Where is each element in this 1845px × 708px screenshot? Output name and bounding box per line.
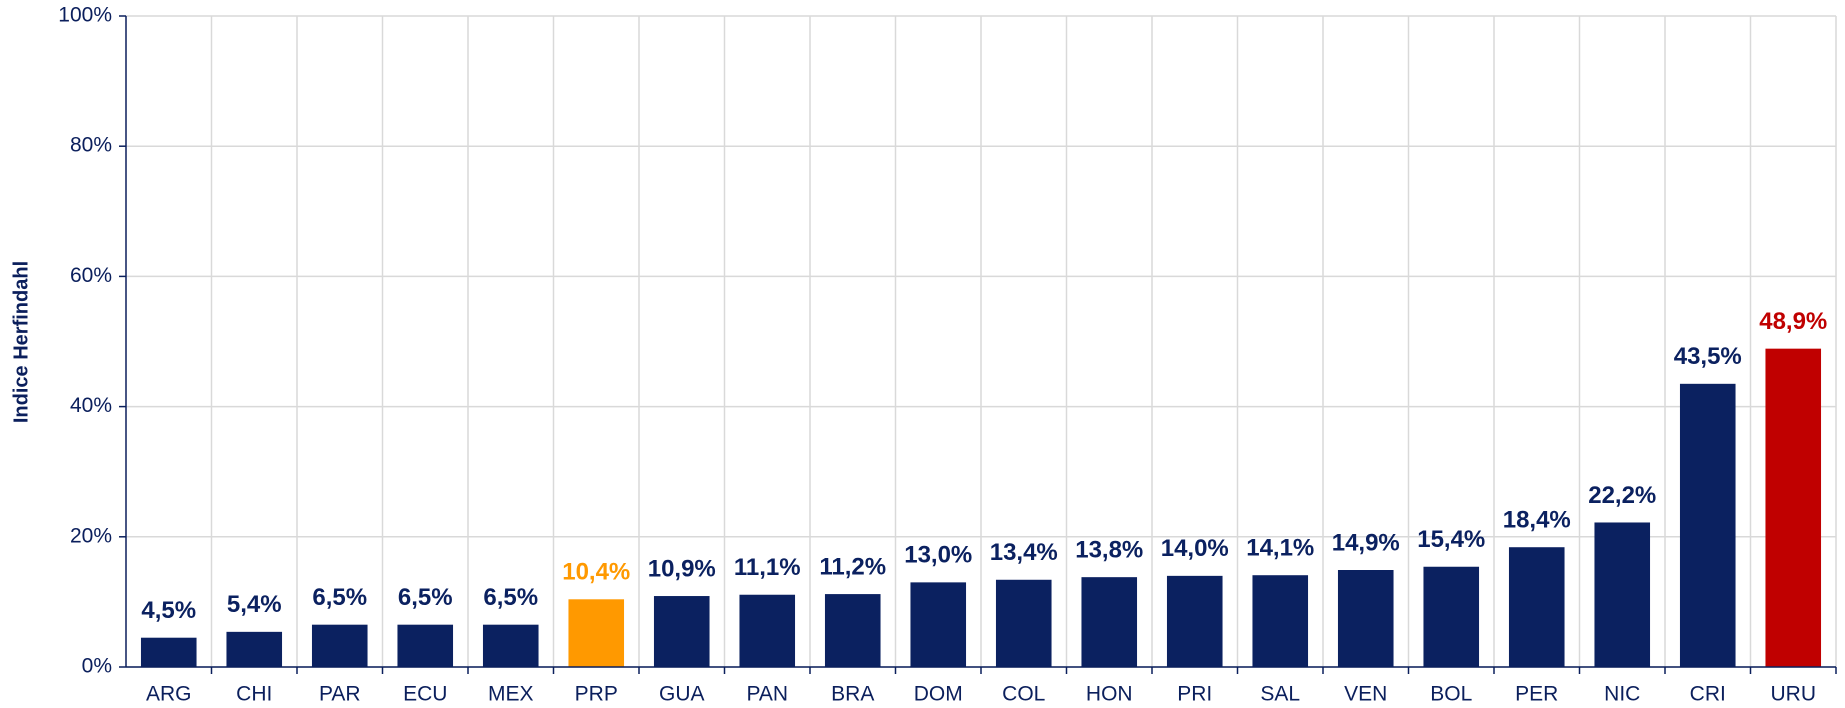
bar bbox=[140, 637, 197, 667]
x-tick-label: DOM bbox=[914, 683, 963, 706]
value-label: 13,0% bbox=[904, 542, 972, 569]
y-tick-label: 0% bbox=[82, 655, 112, 678]
value-label: 14,9% bbox=[1332, 529, 1400, 556]
x-tick-label: ECU bbox=[403, 683, 447, 706]
y-tick-label: 40% bbox=[70, 394, 112, 417]
value-label: 6,5% bbox=[483, 584, 538, 611]
bar bbox=[1423, 566, 1480, 667]
bar bbox=[568, 599, 625, 667]
value-label: 11,1% bbox=[734, 554, 801, 581]
bar bbox=[1081, 577, 1138, 667]
x-tick-label: BRA bbox=[831, 683, 874, 706]
bar bbox=[1594, 522, 1651, 667]
x-tick-label: ARG bbox=[146, 683, 192, 706]
bar bbox=[482, 624, 539, 667]
bar bbox=[910, 582, 967, 667]
value-label: 10,9% bbox=[648, 555, 716, 582]
x-tick-label: MEX bbox=[488, 683, 534, 706]
bar bbox=[1166, 575, 1223, 667]
bar bbox=[995, 579, 1052, 667]
x-tick-label: SAL bbox=[1260, 683, 1300, 706]
bar bbox=[397, 624, 454, 667]
value-label: 15,4% bbox=[1417, 526, 1485, 553]
x-tick-label: BOL bbox=[1430, 683, 1472, 706]
value-label: 10,4% bbox=[562, 559, 630, 586]
bar bbox=[653, 596, 710, 667]
value-label: 4,5% bbox=[141, 597, 196, 624]
value-label: 6,5% bbox=[312, 584, 367, 611]
x-tick-label: HON bbox=[1086, 683, 1133, 706]
y-tick-label: 100% bbox=[58, 4, 112, 27]
value-label: 5,4% bbox=[227, 591, 282, 618]
y-tick-label: 60% bbox=[70, 264, 112, 287]
bar bbox=[1337, 570, 1394, 667]
x-tick-label: PER bbox=[1515, 683, 1558, 706]
value-label: 13,8% bbox=[1075, 537, 1143, 564]
value-label: 13,4% bbox=[990, 539, 1058, 566]
x-tick-label: PAR bbox=[319, 683, 361, 706]
x-tick-label: VEN bbox=[1344, 683, 1387, 706]
bar bbox=[739, 594, 796, 667]
bar bbox=[1252, 575, 1309, 667]
value-label: 6,5% bbox=[398, 584, 453, 611]
y-axis-label: Indice Herfindahl bbox=[10, 261, 32, 423]
value-label: 11,2% bbox=[819, 553, 886, 580]
x-tick-label: CRI bbox=[1690, 683, 1726, 706]
x-tick-label: GUA bbox=[659, 683, 705, 706]
value-label: 18,4% bbox=[1503, 507, 1571, 534]
value-label: 14,1% bbox=[1246, 535, 1314, 562]
value-label: 22,2% bbox=[1588, 482, 1656, 509]
y-tick-label: 20% bbox=[70, 524, 112, 547]
x-tick-label: NIC bbox=[1604, 683, 1640, 706]
bar bbox=[1508, 547, 1565, 667]
bar bbox=[1765, 348, 1822, 667]
value-label: 43,5% bbox=[1674, 343, 1742, 370]
bar bbox=[311, 624, 368, 667]
value-label: 14,0% bbox=[1161, 535, 1229, 562]
x-tick-label: CHI bbox=[236, 683, 272, 706]
bar bbox=[226, 631, 283, 667]
x-tick-label: PRP bbox=[575, 683, 618, 706]
y-tick-label: 80% bbox=[70, 134, 112, 157]
bar bbox=[1679, 383, 1736, 667]
value-label: 48,9% bbox=[1759, 308, 1827, 335]
x-tick-label: COL bbox=[1002, 683, 1045, 706]
x-tick-label: PAN bbox=[746, 683, 788, 706]
bar bbox=[824, 594, 881, 667]
x-tick-label: URU bbox=[1771, 683, 1817, 706]
x-tick-label: PRI bbox=[1177, 683, 1212, 706]
